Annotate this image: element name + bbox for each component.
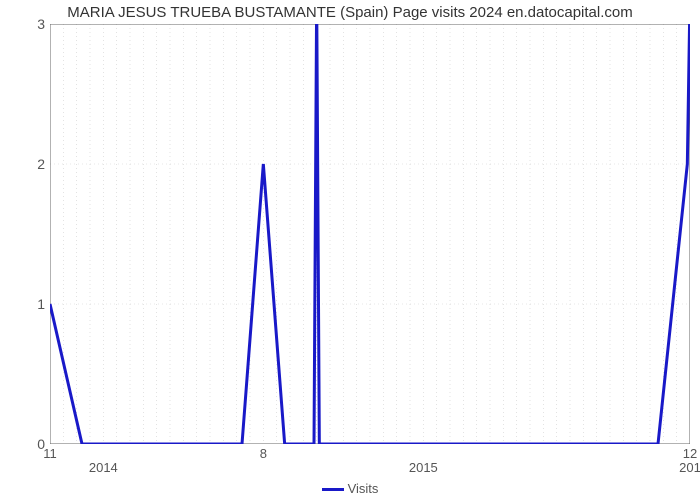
x-tick-year-label: 2015 <box>409 460 438 475</box>
x-tick-year-label: 2014 <box>89 460 118 475</box>
legend-label: Visits <box>348 481 379 496</box>
plot-area <box>50 24 690 444</box>
legend-swatch <box>322 488 344 491</box>
x-tick-year-label: 201 <box>679 460 700 475</box>
y-tick-label: 3 <box>37 16 45 32</box>
x-tick-label: 11 <box>43 446 57 461</box>
x-tick-label: 8 <box>260 446 267 461</box>
chart-container: MARIA JESUS TRUEBA BUSTAMANTE (Spain) Pa… <box>0 0 700 500</box>
chart-svg <box>50 24 690 444</box>
x-tick-label: 12 <box>683 446 697 461</box>
y-tick-label: 1 <box>37 296 45 312</box>
y-tick-label: 2 <box>37 156 45 172</box>
chart-title: MARIA JESUS TRUEBA BUSTAMANTE (Spain) Pa… <box>0 4 700 21</box>
legend: Visits <box>0 481 700 496</box>
